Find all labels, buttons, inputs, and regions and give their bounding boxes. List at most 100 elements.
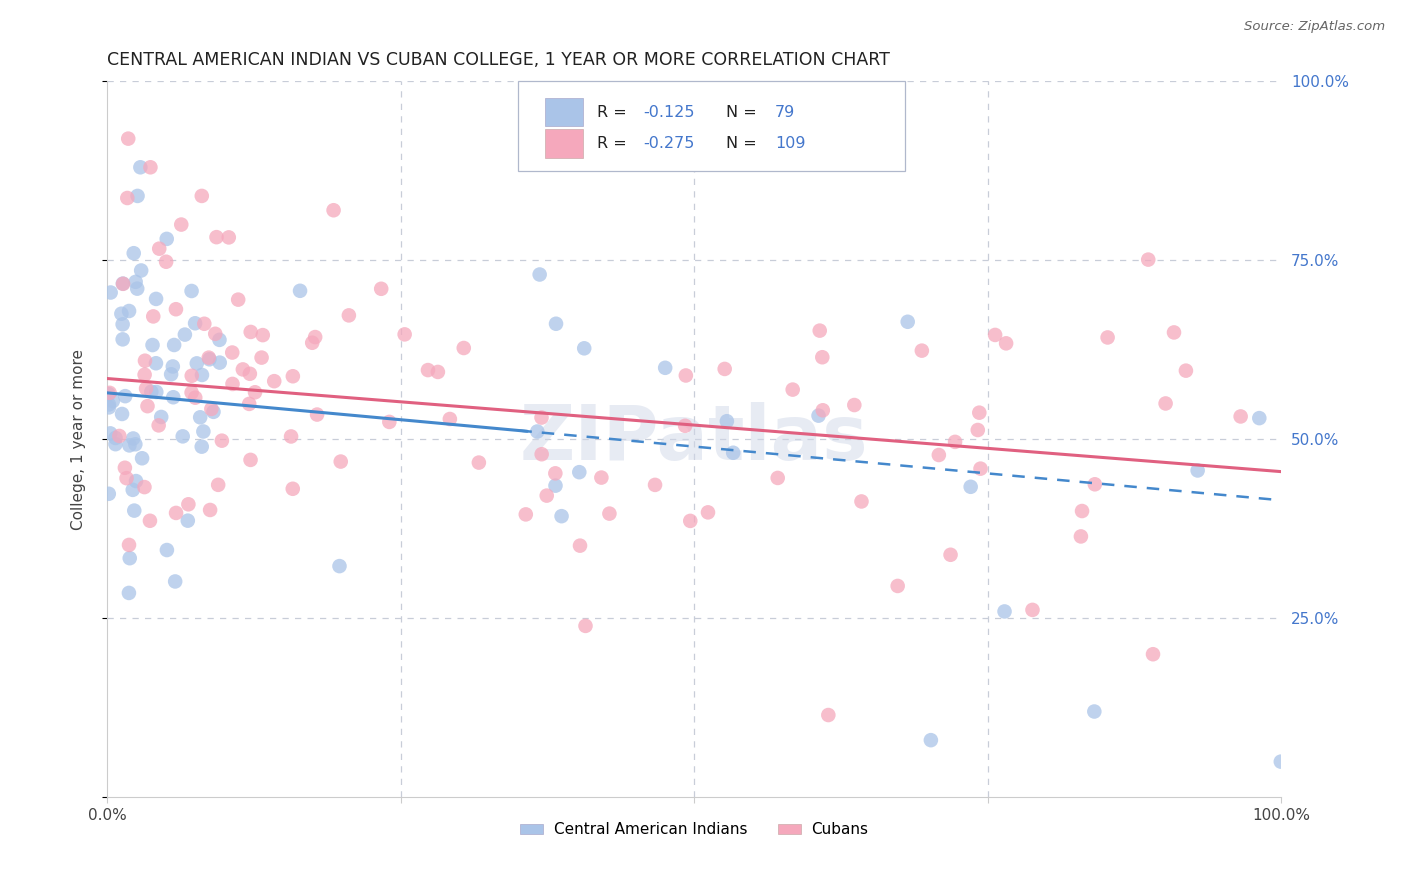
Point bbox=[529, 268, 551, 282]
Point bbox=[782, 383, 804, 397]
Point bbox=[679, 514, 702, 528]
Point bbox=[238, 397, 260, 411]
Point bbox=[124, 437, 146, 451]
Point bbox=[97, 397, 120, 411]
Point bbox=[598, 507, 620, 521]
Point bbox=[160, 368, 183, 382]
Point bbox=[252, 328, 274, 343]
Point bbox=[993, 604, 1015, 618]
Point bbox=[574, 341, 596, 355]
Point bbox=[156, 543, 179, 558]
Point bbox=[122, 246, 145, 260]
Point bbox=[1163, 326, 1185, 340]
Point bbox=[239, 325, 262, 339]
Point bbox=[134, 368, 156, 382]
Point bbox=[193, 317, 215, 331]
Point bbox=[939, 548, 962, 562]
Point bbox=[148, 418, 170, 433]
Point bbox=[207, 478, 229, 492]
Point bbox=[808, 324, 831, 338]
Point bbox=[1174, 364, 1197, 378]
Point bbox=[811, 350, 834, 364]
Point bbox=[328, 559, 350, 574]
Point bbox=[716, 414, 738, 428]
Point bbox=[173, 327, 195, 342]
Point bbox=[156, 232, 179, 246]
Point bbox=[184, 316, 207, 330]
Point bbox=[426, 365, 449, 379]
Point bbox=[98, 385, 121, 400]
Point bbox=[121, 483, 143, 497]
Point bbox=[129, 263, 152, 277]
Point bbox=[193, 425, 215, 439]
Point bbox=[675, 368, 697, 383]
Point bbox=[100, 285, 122, 300]
Point bbox=[129, 161, 152, 175]
Point bbox=[136, 399, 159, 413]
Point bbox=[526, 425, 548, 439]
Text: 79: 79 bbox=[775, 104, 796, 120]
Point bbox=[186, 356, 208, 370]
Point bbox=[139, 161, 162, 175]
Point bbox=[111, 318, 134, 332]
Point bbox=[226, 293, 249, 307]
Point bbox=[118, 304, 141, 318]
Point bbox=[574, 619, 596, 633]
Point bbox=[322, 203, 344, 218]
FancyBboxPatch shape bbox=[546, 129, 582, 158]
Point bbox=[191, 189, 214, 203]
Point bbox=[218, 230, 240, 244]
Point bbox=[536, 489, 558, 503]
Text: ZIPatlas: ZIPatlas bbox=[520, 402, 869, 476]
Point bbox=[943, 434, 966, 449]
Point bbox=[1187, 463, 1209, 477]
Point bbox=[180, 368, 202, 383]
Point bbox=[1021, 603, 1043, 617]
Point bbox=[416, 363, 439, 377]
Point bbox=[165, 302, 187, 317]
Point bbox=[190, 440, 212, 454]
Point bbox=[115, 471, 138, 485]
Point bbox=[844, 398, 866, 412]
Point bbox=[911, 343, 934, 358]
Point bbox=[984, 327, 1007, 342]
Point bbox=[453, 341, 475, 355]
Point bbox=[370, 282, 392, 296]
Point bbox=[127, 282, 149, 296]
Point bbox=[122, 503, 145, 517]
Text: N =: N = bbox=[725, 104, 762, 120]
Point bbox=[118, 586, 141, 600]
Point bbox=[97, 487, 120, 501]
Point bbox=[1142, 647, 1164, 661]
Point bbox=[111, 277, 134, 291]
Point bbox=[378, 415, 401, 429]
Point bbox=[713, 362, 735, 376]
Point bbox=[111, 407, 134, 421]
Point bbox=[221, 345, 243, 359]
Point bbox=[197, 351, 219, 365]
Point bbox=[468, 456, 491, 470]
Text: -0.125: -0.125 bbox=[644, 104, 695, 120]
Point bbox=[1270, 755, 1292, 769]
Point bbox=[131, 451, 153, 466]
Point bbox=[150, 409, 173, 424]
Point bbox=[1137, 252, 1160, 267]
Point bbox=[108, 429, 131, 443]
Point bbox=[1070, 529, 1092, 543]
Point bbox=[811, 403, 834, 417]
Point bbox=[697, 505, 720, 519]
Point bbox=[807, 409, 830, 423]
Point bbox=[139, 514, 162, 528]
Text: -0.275: -0.275 bbox=[644, 136, 695, 151]
Point bbox=[1083, 705, 1105, 719]
Point bbox=[211, 434, 233, 448]
Point bbox=[124, 275, 146, 289]
Point bbox=[1229, 409, 1251, 424]
Point bbox=[104, 431, 127, 445]
Point bbox=[1249, 411, 1271, 425]
Point bbox=[969, 406, 991, 420]
Point bbox=[180, 385, 202, 400]
Point bbox=[530, 447, 553, 461]
Point bbox=[250, 351, 273, 365]
Point bbox=[163, 338, 186, 352]
